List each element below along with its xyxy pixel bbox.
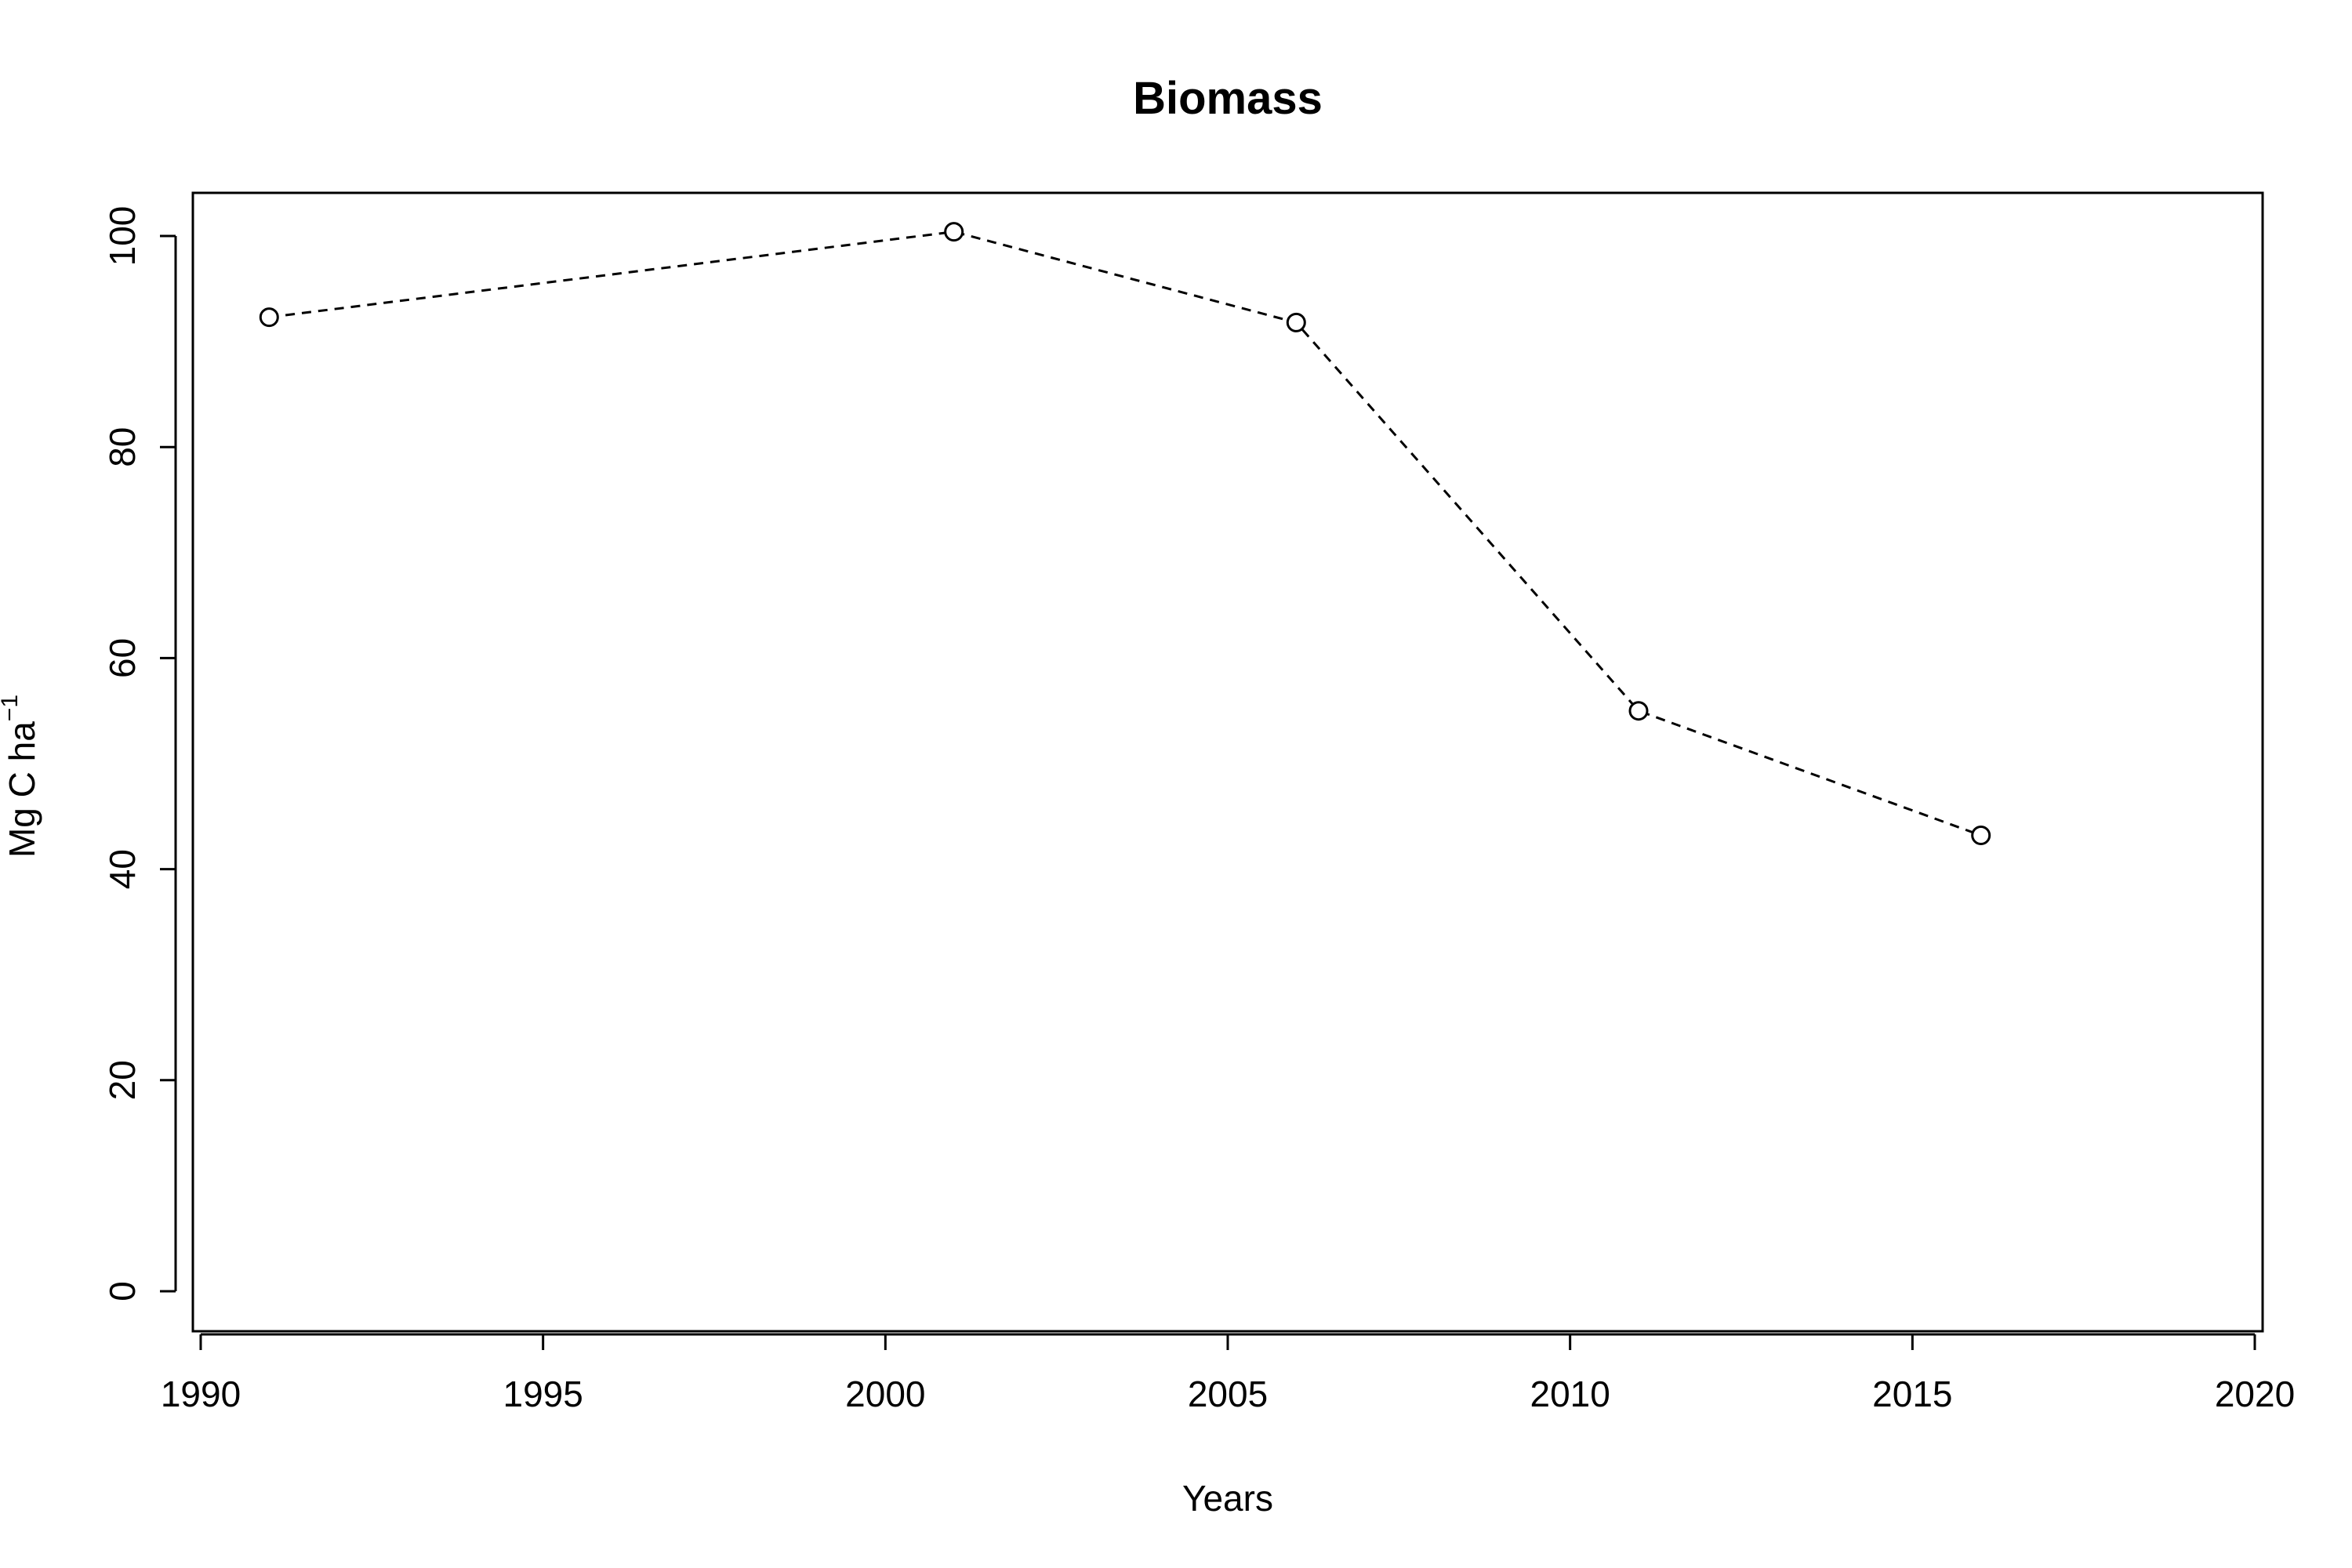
y-axis-label: Mg C ha−1 [0,695,42,858]
series-layer [259,222,1991,845]
x-tick-label: 2020 [2215,1374,2295,1414]
x-tick-label: 1990 [161,1374,241,1414]
y-axis-label-superscript: −1 [0,695,23,721]
x-tick-label: 2000 [845,1374,925,1414]
data-point [1971,826,1991,845]
data-point [1628,701,1649,721]
y-axis-label-main: Mg C ha [2,721,42,858]
data-point [259,307,279,328]
y-tick-label: 20 [102,1060,143,1100]
data-point [944,222,964,242]
y-tick-label: 40 [102,849,143,889]
y-tick-label: 80 [102,427,143,467]
x-axis-label: Years [1182,1478,1273,1519]
x-tick-label: 2010 [1530,1374,1610,1414]
data-point [1286,312,1306,332]
x-axis: 1990 1995 2000 2005 2010 2015 2020 [161,1333,2295,1414]
y-tick-label: 60 [102,638,143,678]
x-tick-label: 2005 [1188,1374,1268,1414]
plot-area-frame [191,191,2264,1333]
x-tick-label: 2015 [1872,1374,1952,1414]
y-tick-label: 100 [102,206,143,267]
y-axis: 0 20 40 60 80 100 [102,206,177,1301]
chart-title: Biomass [1133,73,1323,124]
x-tick-label: 1995 [503,1374,583,1414]
y-tick-label: 0 [102,1281,143,1301]
